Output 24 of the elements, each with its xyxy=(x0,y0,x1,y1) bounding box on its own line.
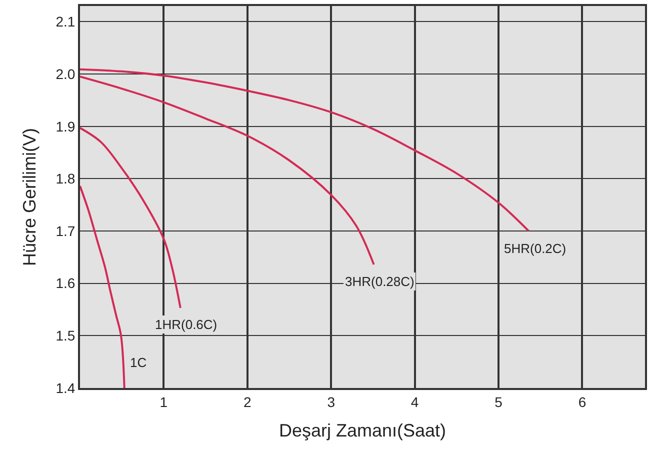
line-series xyxy=(80,126,182,309)
x-tick-label: 1 xyxy=(160,394,168,410)
y-tick-label: 1.5 xyxy=(56,328,76,344)
line-series xyxy=(80,185,126,388)
series-label: 5HR(0.2C) xyxy=(504,241,566,256)
y-tick-label: 1.8 xyxy=(56,170,76,187)
y-tick-label: 2.1 xyxy=(56,14,76,30)
line-series xyxy=(80,76,375,266)
series-label: 3HR(0.28C) xyxy=(345,274,414,289)
x-tick-label: 3 xyxy=(327,394,336,410)
line-series xyxy=(80,68,530,232)
x-tick-label: 5 xyxy=(494,394,503,410)
y-tick-label: 1.7 xyxy=(56,222,76,239)
series-label: 1C xyxy=(130,355,147,370)
y-tick-label: 1.9 xyxy=(56,118,76,134)
y-axis-title: Hücre Gerilimi(V) xyxy=(19,128,40,266)
y-tick-label: 1.6 xyxy=(56,275,76,292)
y-tick-label: 2.0 xyxy=(56,66,76,82)
y-tick-label: 1.4 xyxy=(56,380,76,396)
x-axis-title: Deşarj Zamanı(Saat) xyxy=(278,420,446,440)
x-tick-label: 6 xyxy=(578,394,586,410)
x-tick-label: 4 xyxy=(410,394,419,410)
series-label: 1HR(0.6C) xyxy=(155,317,218,332)
x-tick-label: 2 xyxy=(244,394,252,410)
